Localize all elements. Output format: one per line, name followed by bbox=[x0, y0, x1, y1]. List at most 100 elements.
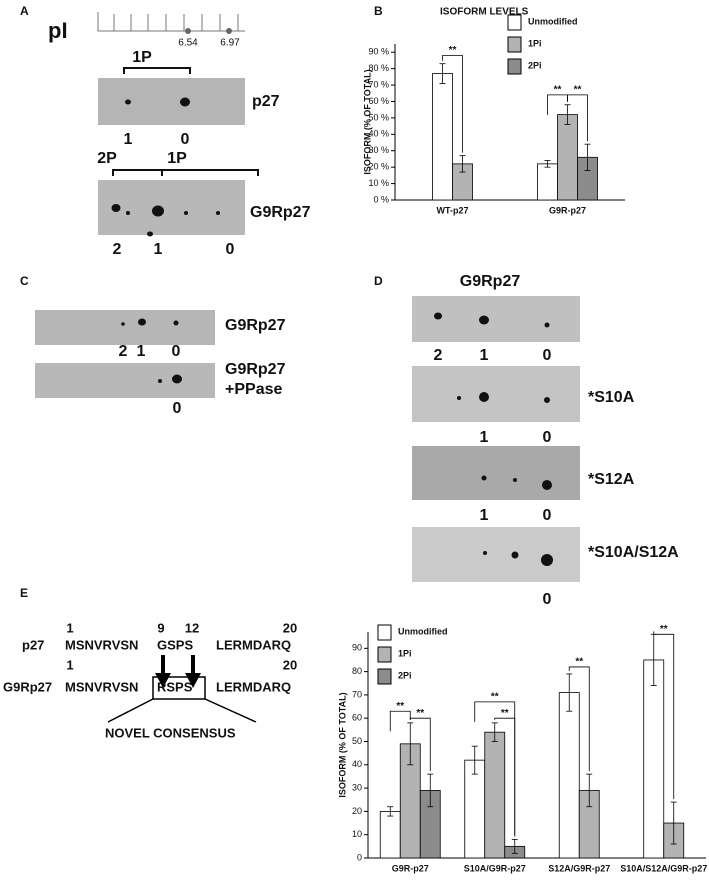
bracket-label: 1P bbox=[132, 49, 152, 66]
consensus-box bbox=[152, 676, 206, 700]
error-bar bbox=[566, 673, 573, 712]
bracket-label: 1P bbox=[167, 150, 187, 167]
significance-label: ** bbox=[554, 85, 562, 96]
y-tick-label: 20 % bbox=[368, 162, 389, 172]
blot bbox=[98, 180, 245, 235]
bar bbox=[557, 114, 578, 201]
position: 12 bbox=[185, 620, 199, 635]
spot bbox=[152, 205, 164, 217]
position: 20 bbox=[283, 657, 297, 672]
y-tick-label: 70 % bbox=[368, 79, 389, 89]
spot-label: 0 bbox=[226, 241, 235, 258]
position: 9 bbox=[157, 620, 164, 635]
error-bar bbox=[471, 745, 478, 775]
spot bbox=[483, 551, 487, 555]
scale-label: pI bbox=[48, 18, 68, 43]
y-tick-label: 80 bbox=[352, 666, 362, 676]
blot bbox=[412, 527, 580, 582]
sequence: RSPS bbox=[157, 679, 193, 694]
chart-title: ISOFORM LEVELS bbox=[440, 7, 529, 18]
significance-bracket bbox=[442, 55, 463, 153]
bar bbox=[537, 163, 558, 201]
significance-label: ** bbox=[574, 85, 582, 96]
legend-label: Unmodified bbox=[528, 16, 578, 26]
legend-swatch bbox=[377, 646, 392, 663]
legend-swatch bbox=[507, 58, 522, 75]
significance-label: ** bbox=[491, 692, 499, 703]
spot-label: 0 bbox=[173, 400, 182, 417]
spot bbox=[173, 320, 179, 326]
spot-label: 1 bbox=[124, 131, 133, 148]
significance-bracket bbox=[409, 717, 431, 772]
y-tick-label: 30 % bbox=[368, 145, 389, 155]
blot-label: +PPase bbox=[225, 381, 282, 398]
panel-letter: A bbox=[20, 4, 29, 18]
blot bbox=[35, 363, 215, 398]
blot-label: G9Rp27 bbox=[225, 317, 286, 334]
significance-bracket bbox=[567, 94, 588, 142]
legend-label: 1Pi bbox=[528, 38, 542, 48]
scale-value: 6.54 bbox=[178, 38, 198, 49]
bar bbox=[432, 73, 453, 201]
error-bar bbox=[427, 773, 434, 808]
error-bar bbox=[407, 722, 414, 766]
blot-label: *S10A/S12A bbox=[588, 544, 679, 561]
significance-bracket bbox=[389, 710, 411, 732]
legend-label: Unmodified bbox=[398, 626, 448, 636]
scale-dot bbox=[226, 28, 232, 34]
scale-dot bbox=[185, 28, 191, 34]
consensus-lines bbox=[107, 698, 257, 723]
spot bbox=[158, 379, 162, 383]
blot bbox=[412, 446, 580, 500]
error-bar bbox=[670, 801, 677, 845]
bracket bbox=[112, 169, 259, 176]
spot bbox=[180, 97, 190, 107]
significance-label: ** bbox=[575, 657, 583, 668]
spot-label: 2 bbox=[119, 343, 128, 360]
bar bbox=[464, 759, 486, 859]
y-tick-label: 40 % bbox=[368, 129, 389, 139]
significance-label: ** bbox=[449, 45, 457, 56]
x-tick-label: S10A/S12A/G9R-p27 bbox=[620, 863, 707, 873]
y-tick-label: 0 bbox=[357, 852, 362, 862]
blot bbox=[412, 366, 580, 422]
significance-bracket bbox=[653, 631, 675, 800]
bar bbox=[484, 731, 506, 859]
panel-letter: B bbox=[374, 4, 383, 18]
error-bar bbox=[387, 806, 394, 817]
spot-label: 1 bbox=[480, 429, 489, 446]
significance-label: ** bbox=[396, 701, 404, 712]
error-bar bbox=[439, 63, 446, 84]
error-bar bbox=[544, 160, 551, 168]
sequence: MSNVRVSN bbox=[65, 637, 138, 652]
x-tick-label: WT-p27 bbox=[436, 205, 468, 215]
y-tick-label: 80 % bbox=[368, 63, 389, 73]
spot bbox=[184, 211, 188, 215]
legend-label: 2Pi bbox=[398, 670, 412, 680]
bar bbox=[379, 811, 401, 859]
spot bbox=[147, 231, 153, 237]
spot-label: 2 bbox=[113, 241, 122, 258]
position: 1 bbox=[66, 657, 73, 672]
y-tick-label: 0 % bbox=[373, 194, 389, 204]
spot-label: 0 bbox=[181, 131, 190, 148]
spot-label: 0 bbox=[543, 507, 552, 524]
spot-label: 1 bbox=[480, 507, 489, 524]
bracket bbox=[123, 67, 191, 74]
error-bar bbox=[459, 155, 466, 173]
spot bbox=[111, 204, 121, 212]
spot bbox=[511, 551, 519, 559]
x-tick-label: G9R-p27 bbox=[549, 205, 586, 215]
spot bbox=[121, 322, 125, 326]
significance-label: ** bbox=[501, 708, 509, 719]
legend-label: 1Pi bbox=[398, 648, 412, 658]
position: 20 bbox=[283, 620, 297, 635]
spot bbox=[542, 480, 552, 490]
spot-label: 0 bbox=[543, 429, 552, 446]
spot bbox=[216, 211, 220, 215]
bar bbox=[558, 692, 580, 859]
blot-label: *S10A bbox=[588, 389, 635, 406]
spot bbox=[126, 211, 130, 215]
y-tick-label: 50 bbox=[352, 736, 362, 746]
pi-scale bbox=[97, 12, 245, 32]
